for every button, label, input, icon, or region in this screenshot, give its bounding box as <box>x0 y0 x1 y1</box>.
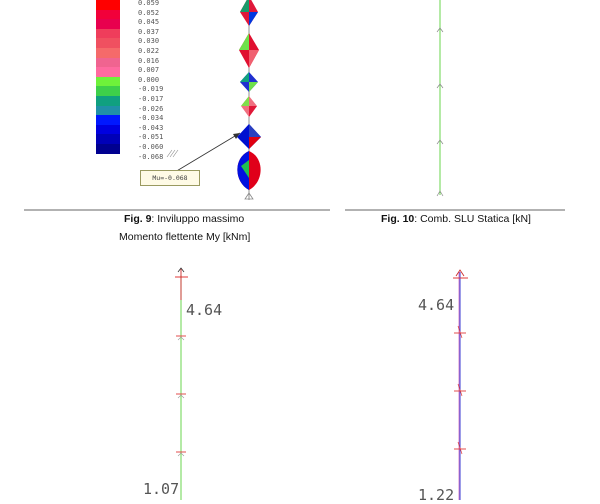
legend-value: 0.037 <box>138 27 160 36</box>
fig10-caption: Fig. 10: Comb. SLU Statica [kN] <box>381 213 531 225</box>
legend-swatch <box>96 134 120 144</box>
bottom-right-top-value: 4.64 <box>418 296 455 314</box>
legend-value: 0.016 <box>138 56 160 65</box>
bottom-left-column-drawing <box>175 267 188 500</box>
legend-swatch <box>96 38 120 48</box>
min-moment-callout: Mu=-0.068 <box>140 170 200 186</box>
legend-value: 0.022 <box>138 47 160 55</box>
legend-value: -0.034 <box>138 114 164 123</box>
legend-value: 0.000 <box>138 75 160 84</box>
legend-swatch <box>96 76 120 87</box>
legend-swatch <box>96 96 120 106</box>
fig10-number: Fig. 10 <box>381 213 415 225</box>
legend-swatch <box>96 67 120 77</box>
legend-swatch <box>96 28 120 39</box>
legend-value: 0.007 <box>138 66 160 75</box>
bottom-right-column-drawing <box>453 269 468 500</box>
legend-value: -0.068 <box>138 152 164 161</box>
legend-swatch <box>96 124 120 135</box>
legend-swatch <box>96 115 120 125</box>
bottom-left-top-value: 4.64 <box>186 301 223 319</box>
legend-value: 0.052 <box>138 8 160 17</box>
fig9-caption: Fig. 9: Inviluppo massimo <box>124 213 244 225</box>
legend-swatch <box>96 57 120 68</box>
legend-value: -0.026 <box>138 104 164 113</box>
bottom-right-bottom-value: 1.22 <box>418 486 455 504</box>
axial-column-drawing <box>436 0 444 197</box>
legend-swatch <box>96 19 120 29</box>
fig9-caption-line2: Momento flettente My [kNm] <box>119 231 251 243</box>
bottom-left-bottom-value: 1.07 <box>143 480 180 498</box>
legend-swatch <box>96 144 120 154</box>
legend-value: 0.059 <box>138 0 160 7</box>
legend-swatch <box>96 9 120 20</box>
moment-diagram <box>166 0 261 200</box>
legend-value: 0.030 <box>138 37 160 46</box>
legend-value: -0.019 <box>138 85 164 94</box>
fig9-number: Fig. 9 <box>124 213 152 225</box>
fig9-title: : Inviluppo massimo <box>151 213 245 225</box>
legend-value: -0.043 <box>138 123 164 132</box>
legend-value: -0.017 <box>138 95 164 103</box>
legend-swatch <box>96 48 120 58</box>
legend-swatch <box>96 105 120 116</box>
legend-value: -0.060 <box>138 143 164 151</box>
legend-value: 0.045 <box>138 18 160 27</box>
legend-value: -0.051 <box>138 133 164 142</box>
fig10-title: : Comb. SLU Statica [kN] <box>414 213 531 225</box>
legend-swatch <box>96 86 120 96</box>
legend-swatch <box>96 0 120 10</box>
